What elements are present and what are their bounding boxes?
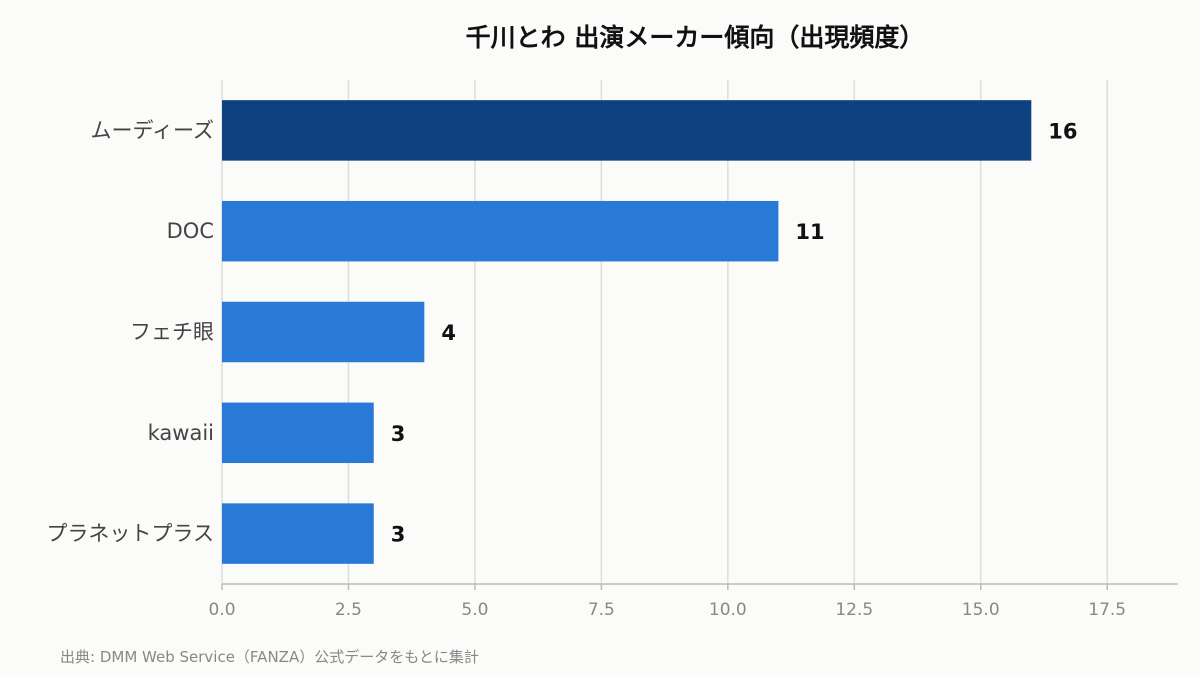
category-label: プラネットプラス [46, 522, 214, 546]
category-label: kawaii [148, 421, 214, 445]
x-tick-label: 2.5 [335, 600, 362, 620]
bar [222, 301, 425, 363]
data-label: 16 [1048, 119, 1077, 143]
x-tick-label: 7.5 [588, 600, 615, 620]
data-label: 3 [391, 422, 406, 446]
x-tick-label: 10.0 [709, 600, 747, 620]
chart-title: 千川とわ 出演メーカー傾向（出現頻度） [465, 23, 925, 52]
category-label: ムーディーズ [91, 118, 214, 142]
x-tick-label: 0.0 [208, 600, 235, 620]
data-label: 11 [795, 220, 824, 244]
x-tick-label: 12.5 [835, 600, 873, 620]
x-tick-label: 15.0 [962, 600, 1000, 620]
bar [222, 402, 374, 464]
bar [222, 100, 1032, 161]
bar [222, 503, 374, 564]
bar [222, 200, 779, 262]
x-tick-label: 5.0 [461, 600, 488, 620]
source-note: 出典: DMM Web Service（FANZA）公式データをもとに集計 [60, 648, 479, 666]
data-label: 3 [391, 523, 406, 547]
category-label: DOC [167, 219, 214, 243]
data-label: 4 [441, 321, 456, 345]
x-tick-label: 17.5 [1088, 600, 1126, 620]
category-label: フェチ眼 [130, 320, 214, 344]
